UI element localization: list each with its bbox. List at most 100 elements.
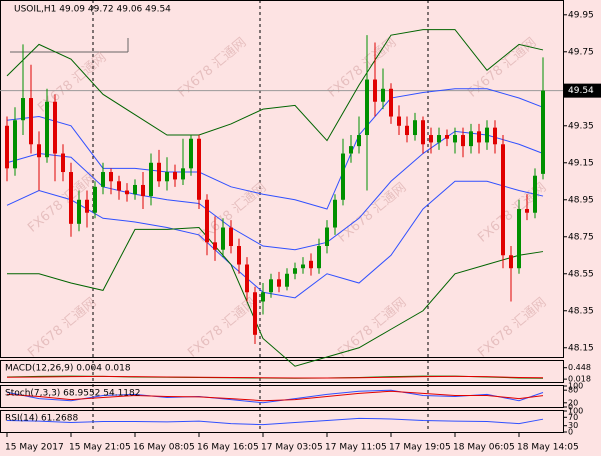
candle-body — [181, 168, 185, 180]
candle-body — [61, 153, 65, 173]
candle-body — [445, 135, 449, 139]
x-tick-label: 17 May 19:05 — [389, 443, 451, 453]
candle-body — [21, 98, 25, 121]
candle-body — [53, 101, 57, 154]
y-tick-label: 48.35 — [568, 306, 594, 316]
y-tick-label: 49.35 — [568, 121, 594, 131]
candle-body — [269, 279, 273, 293]
candle-body — [197, 138, 201, 200]
candle-body — [397, 116, 401, 126]
candle-body — [357, 135, 361, 147]
y-tick-label: 100 — [568, 382, 583, 391]
candle-body — [205, 199, 209, 243]
panel-title: MACD(12,26,9) 0.004 0.018 — [5, 364, 131, 374]
candle-body — [429, 135, 433, 143]
candle-body — [173, 172, 177, 180]
price-label: 49.54 — [568, 86, 594, 96]
indicator-line — [6, 389, 544, 404]
candle-body — [157, 162, 161, 182]
candle-body — [165, 172, 169, 182]
candle-body — [413, 120, 417, 136]
band-line — [6, 29, 544, 142]
candle-body — [285, 273, 289, 287]
band-line — [6, 180, 544, 299]
candle-body — [13, 120, 17, 169]
candle-body — [77, 199, 81, 224]
y-tick-label: 48.75 — [568, 232, 594, 242]
candle-body — [541, 90, 545, 174]
y-tick-label: 80 — [568, 386, 578, 395]
candle-body — [101, 172, 105, 187]
candle-body — [469, 131, 473, 147]
candle-body — [341, 153, 345, 200]
candle-body — [381, 88, 385, 102]
macd-frame — [0, 360, 564, 383]
candle-body — [405, 125, 409, 136]
stoch-frame — [0, 385, 564, 408]
candle-body — [493, 127, 497, 145]
watermark: FX678 汇通网 — [475, 295, 549, 361]
candle-body — [109, 172, 113, 182]
x-tick-label: 17 May 03:05 — [261, 443, 323, 453]
panel-title: RSI(14) 61.2688 — [5, 414, 78, 424]
candle-body — [517, 209, 521, 269]
y-tick-label: 48.15 — [568, 343, 594, 353]
candle-body — [373, 79, 377, 102]
x-tick-label: 16 May 08:05 — [133, 443, 195, 453]
y-tick-label: 100 — [568, 407, 583, 416]
y-tick-label: 0.448 — [568, 363, 591, 372]
indicator-line — [6, 375, 544, 379]
candle-body — [237, 246, 241, 265]
candle-body — [277, 279, 281, 287]
x-tick-label: 18 May 14:05 — [517, 443, 579, 453]
candle-body — [221, 227, 225, 250]
candle-body — [245, 264, 249, 293]
candle-body — [309, 260, 313, 269]
band-line — [7, 227, 544, 367]
y-tick-label: 20 — [568, 398, 578, 407]
candle-body — [349, 146, 353, 154]
candle-body — [189, 138, 193, 169]
y-tick-label: 0.018 — [568, 375, 591, 384]
candle-body — [37, 144, 41, 158]
candle-body — [389, 88, 393, 117]
y-tick-label: 30 — [568, 421, 578, 430]
x-tick-label: 17 May 11:05 — [325, 443, 387, 453]
candle-body — [317, 246, 321, 269]
y-tick-label: 49.75 — [568, 47, 594, 57]
indicator-line — [6, 417, 544, 426]
main-frame — [0, 0, 564, 358]
panel-title: Stoch(7,3,3) 68.9552 54.1182 — [5, 389, 140, 399]
chart-title: USOIL,H1 49.09 49.72 49.06 49.54 — [14, 5, 171, 15]
candle-body — [133, 184, 137, 195]
candle-body — [533, 175, 537, 213]
candle-body — [485, 127, 489, 143]
y-tick-label: 0 — [568, 428, 573, 437]
candle-body — [253, 292, 257, 335]
day-separators — [92, 0, 429, 432]
candle-body — [509, 255, 513, 269]
candle-body — [85, 199, 89, 213]
candle-body — [437, 135, 441, 143]
candle-body — [453, 135, 457, 143]
watermark: FX678 汇通网 — [335, 180, 409, 246]
candle-body — [325, 227, 329, 247]
candle-body — [29, 98, 33, 145]
candle-body — [293, 268, 297, 274]
y-tick-label: 70 — [568, 413, 578, 422]
x-tick-label: 15 May 2017 — [5, 443, 64, 453]
band-line — [6, 88, 544, 210]
candle-body — [261, 292, 265, 302]
candle-body — [421, 120, 425, 145]
candle-body — [141, 184, 145, 197]
candle-body — [117, 181, 121, 191]
candle-body — [477, 131, 481, 143]
x-tick-label: 15 May 21:05 — [69, 443, 131, 453]
rsi-frame — [0, 410, 564, 433]
watermark: FX678 汇通网 — [25, 295, 99, 361]
y-tick-label: 48.55 — [568, 269, 594, 279]
y-tick-label: 48.95 — [568, 195, 594, 205]
indicator-line — [6, 390, 544, 402]
candle-body — [213, 242, 217, 250]
candle-body — [69, 172, 73, 224]
